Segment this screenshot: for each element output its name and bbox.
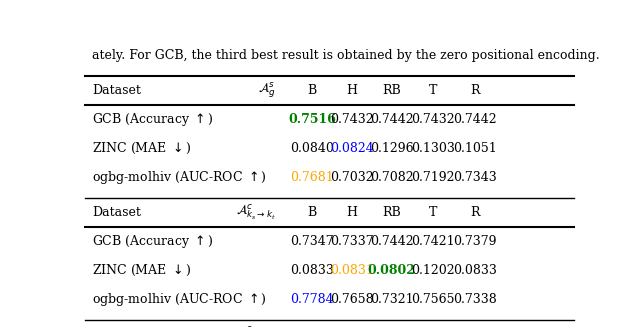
Text: 0.7421: 0.7421 (412, 235, 455, 248)
Text: $\mathcal{A}_{k_s \rightarrow k_t}^c$: $\mathcal{A}_{k_s \rightarrow k_t}^c$ (236, 203, 276, 222)
Text: H: H (346, 206, 357, 219)
Text: B: B (307, 206, 317, 219)
Text: 0.0824: 0.0824 (330, 142, 374, 155)
Text: 0.1303: 0.1303 (412, 142, 455, 155)
Text: GCB (Accuracy $\uparrow$): GCB (Accuracy $\uparrow$) (92, 111, 214, 128)
Text: T: T (429, 206, 437, 219)
Text: 0.7379: 0.7379 (453, 235, 497, 248)
Text: 0.1296: 0.1296 (370, 142, 413, 155)
Text: $\mathcal{A}_g^s$: $\mathcal{A}_g^s$ (258, 80, 276, 100)
Text: 0.7192: 0.7192 (412, 171, 455, 183)
Text: 0.1202: 0.1202 (412, 264, 455, 277)
Text: 0.0833: 0.0833 (453, 264, 497, 277)
Text: R: R (470, 206, 479, 219)
Text: 0.7442: 0.7442 (370, 113, 413, 126)
Text: 0.0831: 0.0831 (330, 264, 374, 277)
Text: R: R (470, 84, 479, 97)
Text: 0.7337: 0.7337 (330, 235, 374, 248)
Text: $\mathcal{A}_{k_s \rightarrow k_t}^s$: $\mathcal{A}_{k_s \rightarrow k_t}^s$ (236, 325, 276, 327)
Text: T: T (429, 84, 437, 97)
Text: 0.7338: 0.7338 (453, 293, 497, 306)
Text: 0.1051: 0.1051 (453, 142, 497, 155)
Text: 0.7347: 0.7347 (291, 235, 334, 248)
Text: 0.7442: 0.7442 (370, 235, 413, 248)
Text: Dataset: Dataset (92, 84, 141, 97)
Text: 0.7784: 0.7784 (291, 293, 334, 306)
Text: Dataset: Dataset (92, 206, 141, 219)
Text: RB: RB (382, 84, 401, 97)
Text: ogbg-molhiv (AUC-ROC $\uparrow$): ogbg-molhiv (AUC-ROC $\uparrow$) (92, 291, 268, 308)
Text: 0.7032: 0.7032 (330, 171, 374, 183)
Text: 0.0833: 0.0833 (290, 264, 334, 277)
Text: 0.0840: 0.0840 (290, 142, 334, 155)
Text: 0.7516: 0.7516 (288, 113, 336, 126)
Text: 0.7565: 0.7565 (412, 293, 455, 306)
Text: 0.7681: 0.7681 (291, 171, 334, 183)
Text: ZINC (MAE $\downarrow$): ZINC (MAE $\downarrow$) (92, 263, 191, 278)
Text: 0.7343: 0.7343 (453, 171, 497, 183)
Text: 0.7432: 0.7432 (330, 113, 374, 126)
Text: ogbg-molhiv (AUC-ROC $\uparrow$): ogbg-molhiv (AUC-ROC $\uparrow$) (92, 169, 268, 186)
Text: 0.7442: 0.7442 (453, 113, 497, 126)
Text: B: B (307, 84, 317, 97)
Text: 0.7658: 0.7658 (330, 293, 374, 306)
Text: GCB (Accuracy $\uparrow$): GCB (Accuracy $\uparrow$) (92, 233, 214, 250)
Text: 0.7082: 0.7082 (370, 171, 413, 183)
Text: RB: RB (382, 206, 401, 219)
Text: 0.7432: 0.7432 (412, 113, 455, 126)
Text: 0.0802: 0.0802 (367, 264, 415, 277)
Text: ZINC (MAE $\downarrow$): ZINC (MAE $\downarrow$) (92, 141, 191, 156)
Text: 0.7321: 0.7321 (370, 293, 413, 306)
Text: H: H (346, 84, 357, 97)
Text: ately. For GCB, the third best result is obtained by the zero positional encodin: ately. For GCB, the third best result is… (92, 49, 600, 62)
